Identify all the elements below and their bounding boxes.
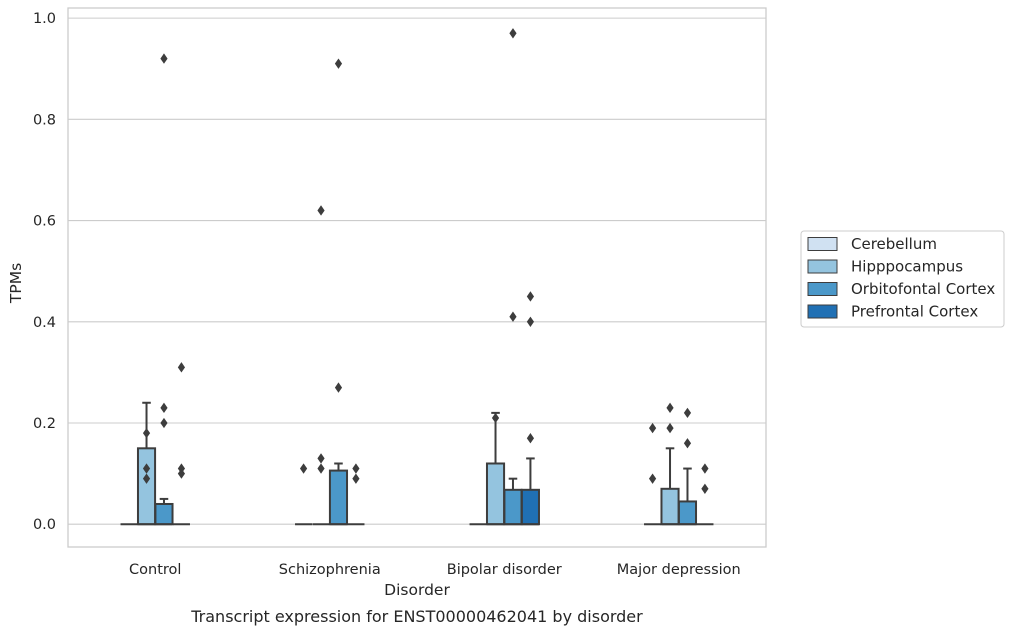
box-hipppocampus [660,447,680,526]
outlier-point [648,422,657,434]
legend-swatch [807,304,838,319]
box-body [660,487,680,526]
box-body [677,500,698,526]
box-orbitofontal-cortex [328,462,349,526]
outlier-point [666,402,674,413]
y-axis-title: TPMs [7,263,25,304]
outlier-point [509,28,517,39]
outlier-point [160,417,168,429]
box-body [136,447,157,526]
legend-frame [800,230,1005,328]
box-orbitofontal-cortex [154,497,174,526]
outlier-point [317,453,325,464]
x-tick-labels: Control Schizophrenia Bipolar disorder Majo… [129,562,741,578]
y-tick-label: 0.6 [33,214,56,230]
outlier-point [526,433,535,444]
chart-caption: Transcript expression for ENST0000046204… [190,607,643,626]
outlier-point [648,473,657,484]
outlier-point [317,463,325,474]
y-tick-label: 0.2 [33,416,56,432]
outlier-point [317,205,325,216]
legend-label: Orbitofontal Cortex [851,280,995,298]
outlier-point [334,58,343,69]
box-hipppocampus [136,401,157,526]
box-hipppocampus [485,411,506,526]
outlier-point [352,473,360,484]
x-tick-label: Major depression [617,562,741,578]
outlier-point [142,463,151,474]
box-body [485,462,506,526]
box-orbitofontal-cortex [677,467,698,526]
outlier-point [142,427,151,439]
x-tick-label: Bipolar disorder [447,562,562,578]
outlier-point [526,291,535,302]
y-tick-label: 0.4 [33,315,56,331]
outlier-point [160,402,168,413]
y-tick-label: 0.8 [33,112,56,128]
outlier-point [509,311,517,322]
outlier-point [352,463,360,474]
x-tick-label: Control [129,562,181,578]
box-series [120,401,714,526]
outlier-point [701,463,709,474]
outlier-point [683,438,692,449]
legend: Cerebellum Hipppocampus Orbitofontal Corte… [800,230,1005,328]
box-prefrontal-cortex [520,457,540,526]
legend-swatch [807,282,838,296]
legend-swatch [807,237,838,251]
legend-label: Prefrontal Cortex [851,303,978,321]
outlier-point [142,473,151,484]
grid-lines [68,17,766,525]
outlier-point [666,422,674,434]
box-body [503,488,523,526]
outlier-point [334,382,343,393]
outlier-point [177,468,186,479]
outlier-point [526,316,535,327]
legend-label: Hipppocampus [851,258,963,276]
box-body [328,469,349,526]
box-orbitofontal-cortex [503,477,523,526]
legend-label: Cerebellum [851,235,937,253]
plot-area-frame [67,7,767,548]
box-body [154,502,174,526]
outlier-point [491,412,500,424]
box-body [520,488,540,526]
y-tick-label: 1.0 [33,11,56,27]
outlier-points [142,28,709,494]
outlier-point [160,53,168,64]
y-tick-labels: 0.0 0.2 0.4 0.6 0.8 1.0 [33,11,56,533]
outlier-point [683,407,692,419]
outlier-point [299,463,308,474]
outlier-point [701,483,709,494]
y-tick-label: 0.0 [33,517,56,533]
x-axis-title: Disorder [384,581,450,599]
x-tick-label: Schizophrenia [279,562,381,578]
outlier-point [177,362,186,373]
legend-swatch [807,259,838,274]
